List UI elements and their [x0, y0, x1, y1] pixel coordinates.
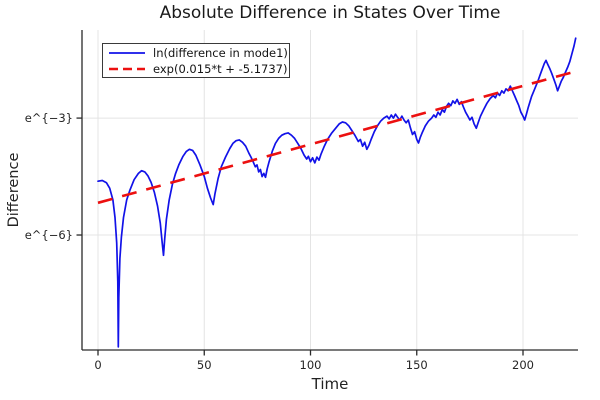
- series-line-fit: [97, 70, 575, 205]
- legend-label-data-series: ln(difference in mode1): [153, 45, 288, 60]
- legend-line-dashed-icon: [109, 67, 145, 70]
- x-tick-label: 150: [406, 358, 428, 372]
- legend-line-solid-icon: [109, 51, 145, 54]
- legend-label-fit-line: exp(0.015*t + -5.1737): [153, 61, 288, 76]
- x-tick-label: 50: [197, 358, 212, 372]
- x-tick-label: 100: [300, 358, 322, 372]
- y-tick-label: e^{−3}: [25, 111, 73, 125]
- x-tick-label: 200: [512, 358, 534, 372]
- legend: ln(difference in mode1) exp(0.015*t + -5…: [102, 43, 290, 78]
- legend-entry-data-series: ln(difference in mode1): [108, 45, 288, 60]
- x-tick-label: 0: [94, 358, 101, 372]
- legend-entry-fit-line: exp(0.015*t + -5.1737): [108, 61, 288, 76]
- series-line-data: [97, 37, 577, 348]
- y-tick-label: e^{−6}: [25, 228, 73, 242]
- chart-title: Absolute Difference in States Over Time: [159, 3, 501, 23]
- x-axis-label: Time: [311, 375, 349, 393]
